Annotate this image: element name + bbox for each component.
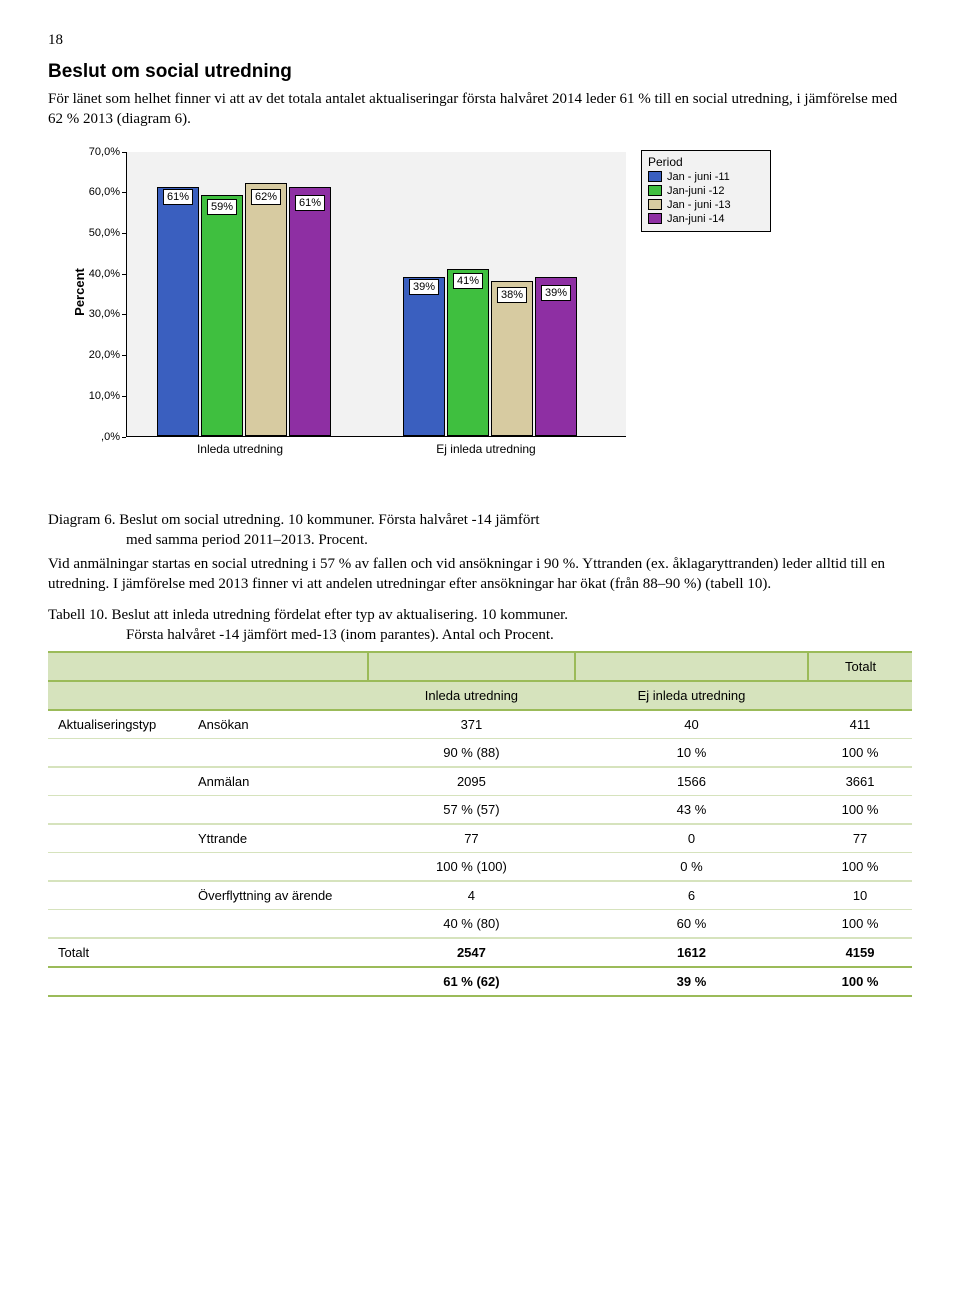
legend-swatch <box>648 199 662 210</box>
total-pct-inleda: 61 % (62) <box>368 967 575 996</box>
chart-bar <box>447 269 489 436</box>
table-cell-pct: 100 % <box>808 910 912 939</box>
table-row-label: Överflyttning av ärende <box>188 881 368 910</box>
table-cell: 77 <box>808 824 912 853</box>
chart-bar <box>245 183 287 435</box>
diagram-caption-line1: Diagram 6. Beslut om social utredning. 1… <box>48 512 540 528</box>
table-cell-pct: 100 % <box>808 739 912 768</box>
table-cell-pct: 100 % (100) <box>368 853 575 882</box>
legend-swatch <box>648 213 662 224</box>
chart-bar <box>403 277 445 436</box>
legend-label: Jan-juni -12 <box>667 185 724 197</box>
chart-ytick: 60,0% <box>66 186 126 198</box>
section-heading: Beslut om social utredning <box>48 61 912 83</box>
chart-bar-label: 61% <box>163 189 193 205</box>
tabell-10: Totalt Inleda utredning Ej inleda utredn… <box>48 651 912 997</box>
total-val-ej: 1612 <box>575 938 808 967</box>
chart-bar-label: 39% <box>541 285 571 301</box>
chart-bar-label: 61% <box>295 195 325 211</box>
total-val-tot: 4159 <box>808 938 912 967</box>
legend-item: Jan - juni -13 <box>648 199 764 211</box>
chart-ytick: 10,0% <box>66 390 126 402</box>
chart-ytick: 50,0% <box>66 227 126 239</box>
col-header-inleda: Inleda utredning <box>368 681 575 710</box>
chart-bar <box>289 187 331 435</box>
chart-bar <box>201 195 243 435</box>
legend-swatch <box>648 171 662 182</box>
total-pct-tot: 100 % <box>808 967 912 996</box>
chart-ytick: 20,0% <box>66 349 126 361</box>
table-cell-pct: 57 % (57) <box>368 796 575 825</box>
intro-paragraph: För länet som helhet finner vi att av de… <box>48 89 912 130</box>
rowgroup-label: Aktualiseringstyp <box>48 710 188 739</box>
table-cell: 10 <box>808 881 912 910</box>
legend-label: Jan - juni -13 <box>667 199 731 211</box>
chart-bar-label: 62% <box>251 189 281 205</box>
table-caption: Tabell 10. Beslut att inleda utredning f… <box>48 605 912 646</box>
table-cell-pct: 100 % <box>808 853 912 882</box>
total-pct-ej: 39 % <box>575 967 808 996</box>
table-caption-line2: Första halvåret -14 jämfört med-13 (inom… <box>126 625 912 645</box>
col-header-ej-inleda: Ej inleda utredning <box>575 681 808 710</box>
legend-swatch <box>648 185 662 196</box>
table-cell: 3661 <box>808 767 912 796</box>
legend-label: Jan-juni -14 <box>667 213 724 225</box>
legend-item: Jan-juni -14 <box>648 213 764 225</box>
chart-ytick: 70,0% <box>66 146 126 158</box>
table-cell: 1566 <box>575 767 808 796</box>
table-row-label: Yttrande <box>188 824 368 853</box>
chart-ytick: 30,0% <box>66 308 126 320</box>
table-cell-pct: 43 % <box>575 796 808 825</box>
table-cell: 40 <box>575 710 808 739</box>
table-cell: 6 <box>575 881 808 910</box>
chart-ytick: ,0% <box>66 431 126 443</box>
chart-x-category: Ej inleda utredning <box>426 442 546 456</box>
table-cell: 2095 <box>368 767 575 796</box>
table-cell-pct: 100 % <box>808 796 912 825</box>
table-cell-pct: 40 % (80) <box>368 910 575 939</box>
legend-item: Jan - juni -11 <box>648 171 764 183</box>
col-header-totalt: Totalt <box>808 652 912 681</box>
legend-label: Jan - juni -11 <box>667 171 730 183</box>
chart-bar <box>491 281 533 436</box>
table-cell: 371 <box>368 710 575 739</box>
chart-bar <box>157 187 199 435</box>
chart-bar-label: 39% <box>409 279 439 295</box>
chart-ytick: 40,0% <box>66 268 126 280</box>
table-cell-pct: 10 % <box>575 739 808 768</box>
chart-bar-label: 59% <box>207 199 237 215</box>
body-paragraph: Vid anmälningar startas en social utredn… <box>48 554 912 595</box>
diagram-caption-line2: med samma period 2011–2013. Procent. <box>126 530 912 550</box>
table-cell-pct: 0 % <box>575 853 808 882</box>
table-row-label: Ansökan <box>188 710 368 739</box>
chart-bar-label: 41% <box>453 273 483 289</box>
table-cell: 4 <box>368 881 575 910</box>
chart-bar-label: 38% <box>497 287 527 303</box>
diagram-6-chart: Percent 61%59%62%61%39%41%38%39% Period … <box>66 142 776 502</box>
table-cell: 411 <box>808 710 912 739</box>
chart-plot-area: 61% 59% 62% 61% 39% 41% 38% 39% <box>126 152 626 437</box>
page-number: 18 <box>48 32 912 49</box>
table-cell: 77 <box>368 824 575 853</box>
legend-item: Jan-juni -12 <box>648 185 764 197</box>
total-val-inleda: 2547 <box>368 938 575 967</box>
table-cell: 0 <box>575 824 808 853</box>
table-cell-pct: 90 % (88) <box>368 739 575 768</box>
table-caption-line1: Tabell 10. Beslut att inleda utredning f… <box>48 607 568 623</box>
total-row-label: Totalt <box>48 938 188 967</box>
table-cell-pct: 60 % <box>575 910 808 939</box>
chart-x-category: Inleda utredning <box>180 442 300 456</box>
chart-legend: Period Jan - juni -11 Jan-juni -12 Jan - j… <box>641 150 771 232</box>
diagram-caption: Diagram 6. Beslut om social utredning. 1… <box>48 510 912 551</box>
table-row-label: Anmälan <box>188 767 368 796</box>
legend-title: Period <box>648 155 764 169</box>
